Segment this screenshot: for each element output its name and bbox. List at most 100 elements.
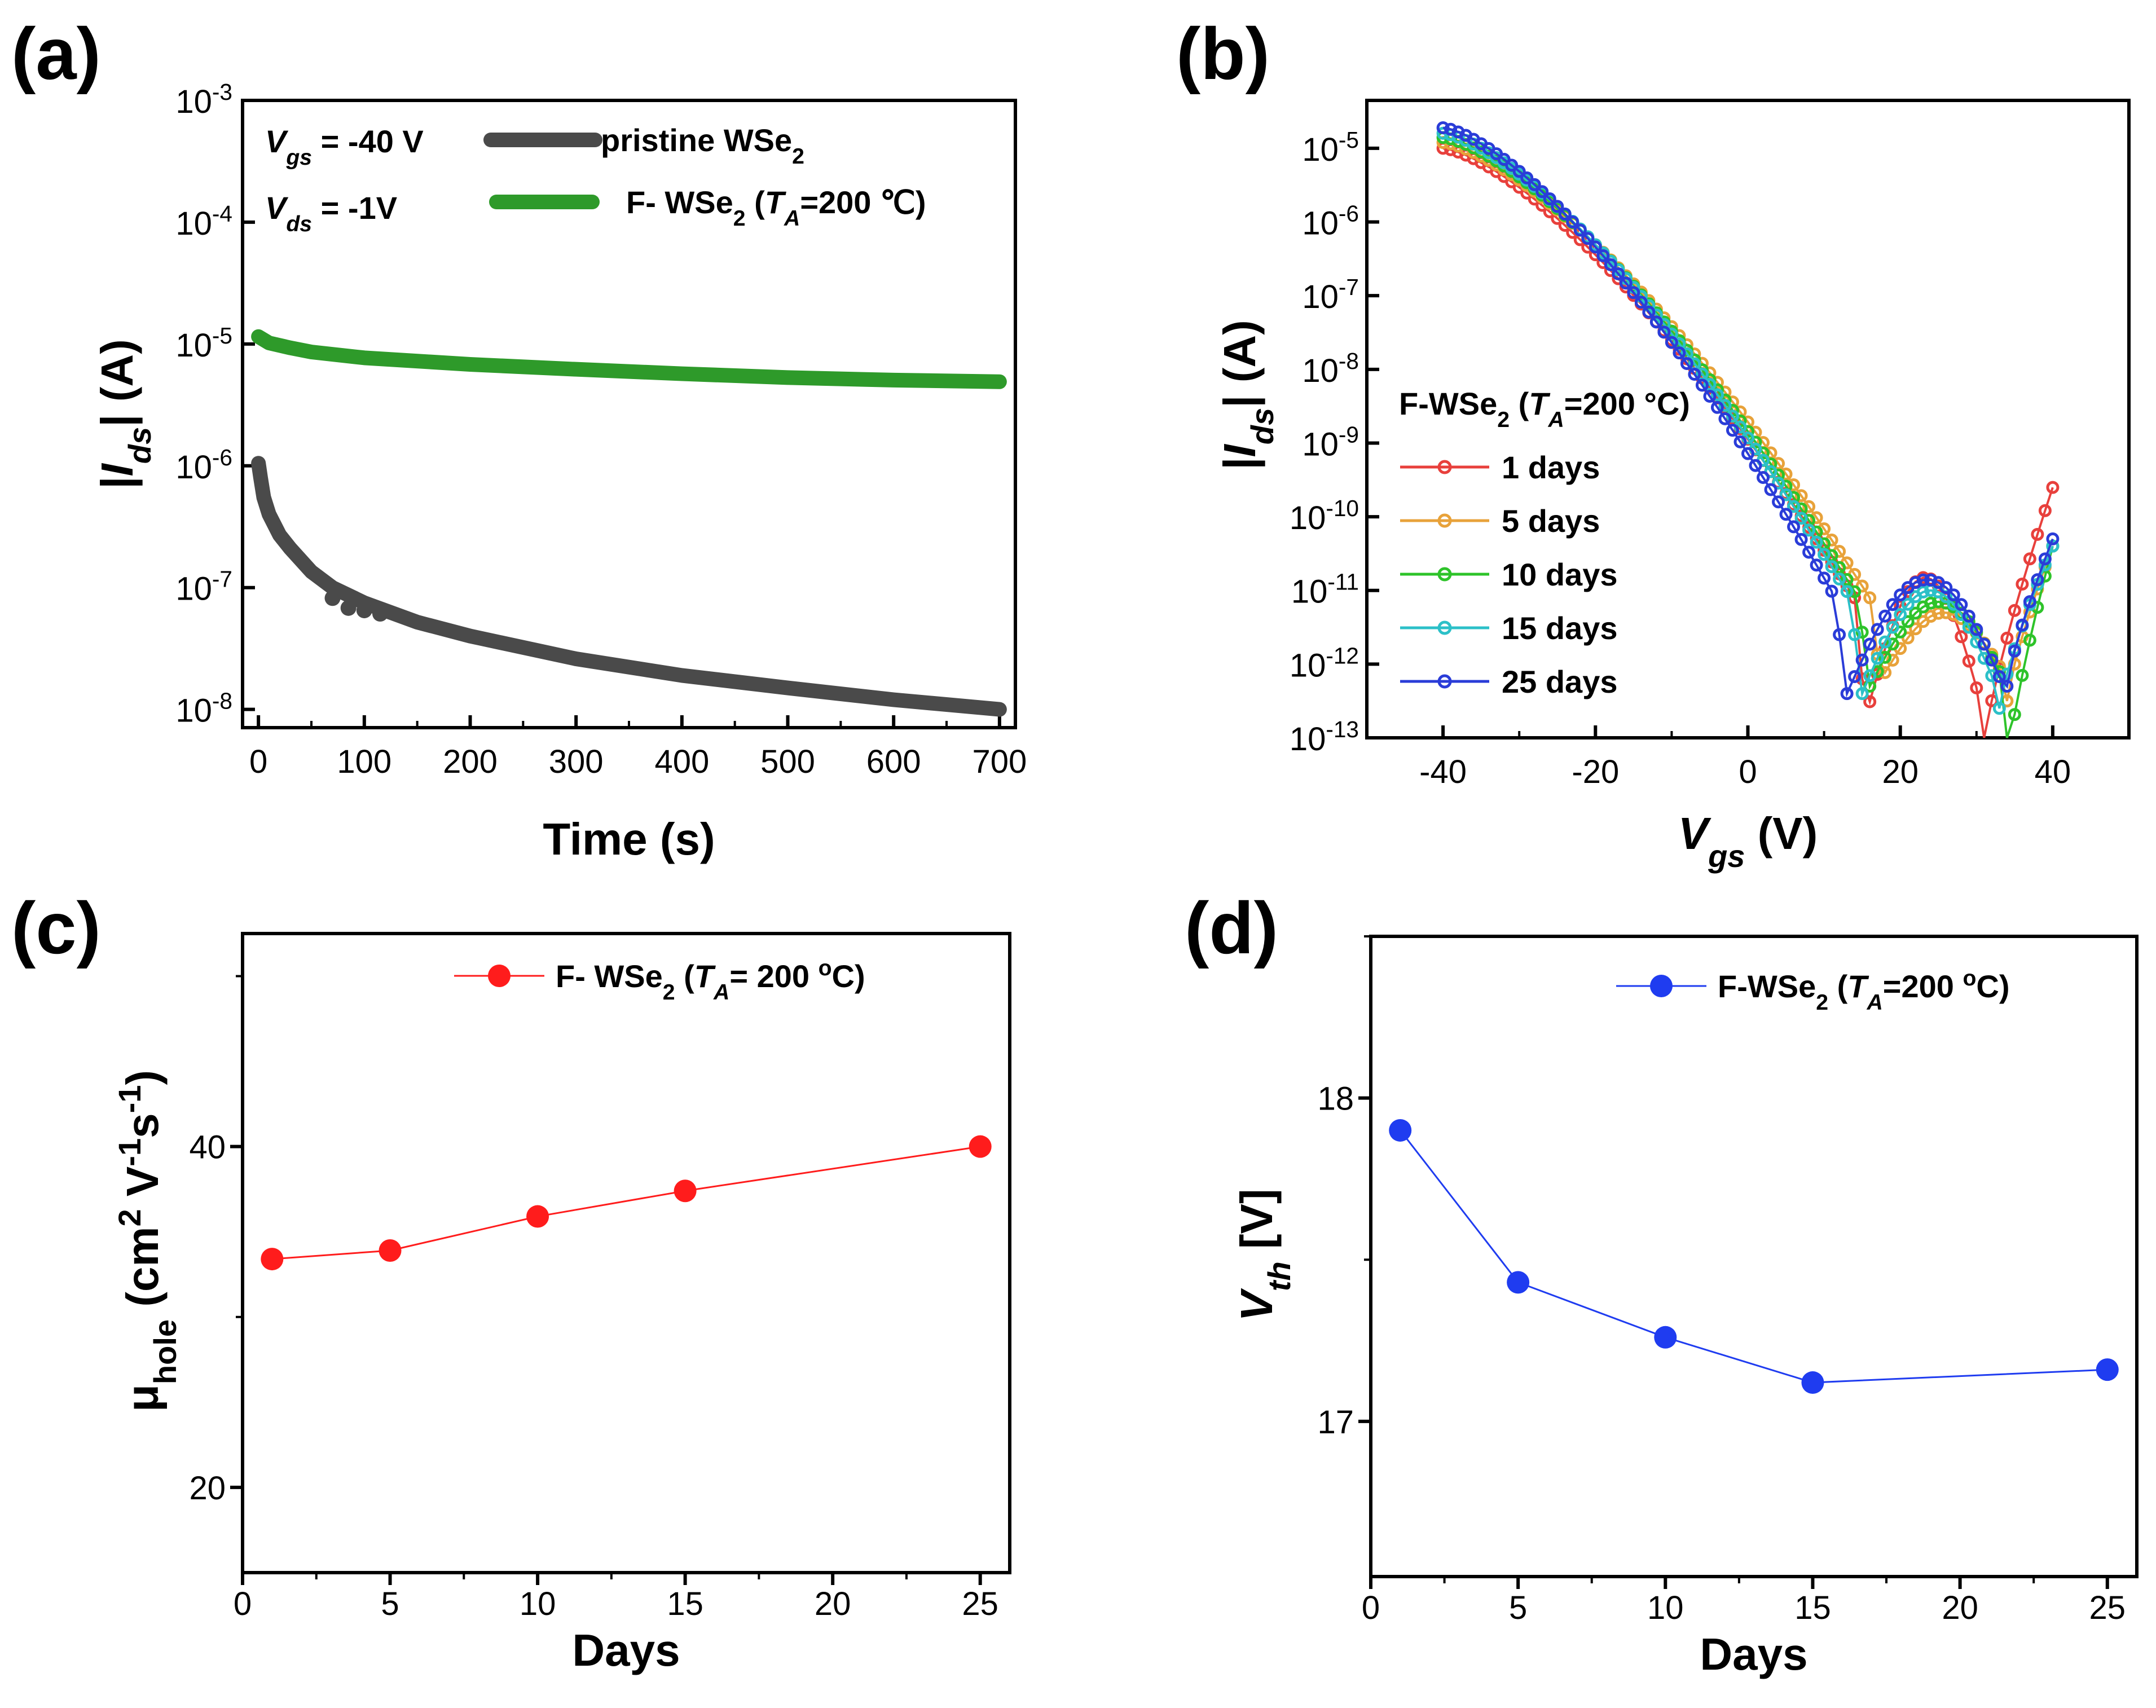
- x-tick-label: 400: [654, 743, 709, 780]
- panel-a: (a)0 100 200 300 400 500 600 70010-810-710-610-…: [11, 12, 1027, 864]
- data-point: [1757, 470, 1770, 484]
- label-part: -6: [1339, 201, 1359, 227]
- y-tick-label: 10-5: [1302, 127, 1359, 168]
- data-point: [1634, 296, 1648, 309]
- data-point: [1787, 478, 1801, 491]
- data-point: [1436, 121, 1450, 134]
- label-part: -7: [212, 566, 232, 592]
- y-axis-label: |Ids| (A): [92, 339, 157, 489]
- data-point: [1787, 520, 1801, 534]
- data-point: [1863, 637, 1877, 651]
- x-tick-label: 0: [234, 1586, 252, 1622]
- x-tick-label: 5: [381, 1586, 399, 1622]
- legend-entry: pristine WSe2: [601, 122, 804, 169]
- data-point: [1596, 249, 1610, 262]
- data-point: [1810, 535, 1823, 549]
- data-point: [526, 1205, 549, 1228]
- data-point: [1863, 695, 1877, 708]
- data-point: [1802, 500, 1816, 513]
- label-part: | (A): [92, 339, 143, 427]
- data-point: [1627, 286, 1640, 300]
- data-point: [1741, 447, 1754, 460]
- panel-label: (c): [11, 887, 101, 969]
- y-tick-label: 10-7: [175, 566, 232, 608]
- y-axis-label: |Ids| (A): [1215, 320, 1280, 470]
- data-point: [1992, 670, 2006, 684]
- y-tick-label: 10-5: [175, 323, 232, 364]
- data-point: [2096, 1358, 2119, 1381]
- y-tick-label: 10-11: [1291, 569, 1359, 610]
- label-part: =200 ℃): [800, 184, 926, 220]
- label-part: 10: [1290, 721, 1326, 758]
- data-point: [1840, 585, 1854, 598]
- label-part: -6: [212, 444, 232, 470]
- data-point: [1718, 399, 1732, 412]
- y-tick-label: 10-8: [1302, 348, 1359, 389]
- label-part: F- WSe: [626, 184, 733, 220]
- x-tick-label: 20: [815, 1586, 851, 1622]
- data-point: [1840, 573, 1854, 586]
- condition-text: Vgs = -40 V: [265, 124, 424, 170]
- label-part: 10: [1302, 205, 1339, 242]
- y-tick-label: 10-3: [175, 79, 232, 120]
- legend-marker: [1437, 567, 1452, 582]
- data-point: [1855, 626, 1869, 639]
- data-point: [1558, 207, 1572, 221]
- label-part: A: [784, 206, 800, 231]
- label-part: ds: [122, 427, 157, 464]
- legend-marker: [1437, 513, 1452, 528]
- x-tick-label: 0: [1362, 1590, 1380, 1626]
- data-point: [1551, 200, 1564, 213]
- label-part: C): [1976, 969, 2009, 1004]
- data-point: [1825, 584, 1838, 598]
- label-part: th: [1261, 1261, 1297, 1291]
- data-point: [1886, 598, 1899, 611]
- condition-text: Vds = -1V: [265, 190, 397, 236]
- label-part: 10: [175, 571, 212, 608]
- x-tick-label: 500: [760, 743, 815, 780]
- series-line: [272, 1146, 980, 1260]
- data-point: [2016, 618, 2029, 632]
- data-point: [372, 606, 388, 622]
- data-point: [1970, 623, 1983, 636]
- panel-label-b: (b): [1176, 12, 1270, 95]
- data-point: [2000, 667, 2014, 681]
- data-point: [2038, 552, 2052, 566]
- data-point: [1916, 586, 1930, 599]
- label-part: C): [832, 958, 865, 994]
- y-tick-label: 10-13: [1290, 716, 1359, 758]
- series-line: [251, 456, 1007, 717]
- label-part: -9: [1339, 421, 1359, 447]
- data-point: [2008, 604, 2021, 617]
- label-part: 10: [1302, 131, 1339, 168]
- x-tick-label: 15: [667, 1586, 703, 1622]
- series-line: [1400, 1130, 2107, 1384]
- label-part: |: [1215, 457, 1265, 469]
- label-part: (V): [1745, 808, 1818, 859]
- data-point: [1970, 681, 1983, 694]
- label-part: gs: [1708, 838, 1745, 874]
- series-line: [251, 329, 1007, 389]
- x-tick-label: 5: [1509, 1590, 1527, 1626]
- data-point: [1772, 477, 1785, 490]
- data-point: [1573, 223, 1587, 237]
- label-part: -1: [112, 1085, 147, 1113]
- x-tick-label: 100: [337, 743, 391, 780]
- data-point: [2008, 644, 2021, 658]
- panel-label: (d): [1185, 887, 1278, 969]
- x-tick-label: 10: [1647, 1590, 1684, 1626]
- label-part: 2: [112, 1209, 147, 1226]
- label-part: T: [694, 958, 716, 994]
- label-part: F-WSe: [1718, 969, 1816, 1004]
- data-point: [1878, 666, 1892, 679]
- data-point: [1802, 523, 1816, 537]
- data-point: [1642, 305, 1656, 319]
- label-part: -5: [1339, 127, 1359, 153]
- x-tick-label: 25: [962, 1586, 998, 1622]
- label-part: -7: [1339, 274, 1359, 300]
- label-part: 2: [1816, 991, 1828, 1015]
- label-part: =200: [1883, 969, 1963, 1004]
- label-part: V: [265, 124, 289, 159]
- label-part: -3: [212, 79, 232, 105]
